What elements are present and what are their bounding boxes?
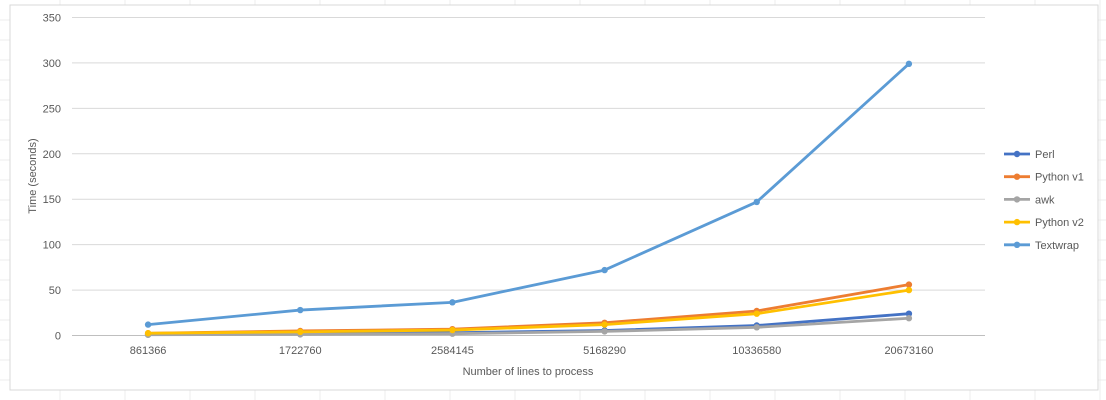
- series-line-awk: [148, 316, 910, 337]
- legend-item-textwrap: Textwrap: [1004, 240, 1079, 252]
- legend-swatch-marker: [1013, 150, 1021, 158]
- data-point-textwrap: [601, 266, 608, 274]
- y-tick-label: 300: [43, 58, 61, 70]
- legend-label: awk: [1035, 194, 1055, 206]
- series-textwrap: [144, 60, 913, 328]
- data-point-textwrap: [449, 299, 456, 306]
- legend-label: Textwrap: [1035, 240, 1079, 252]
- data-point-textwrap: [753, 198, 760, 206]
- y-tick-label: 0: [55, 331, 61, 343]
- legend-item-perl: Perl: [1004, 149, 1055, 161]
- legend-swatch-marker: [1013, 218, 1021, 226]
- data-point-python-v2: [905, 286, 913, 294]
- y-tick-label: 200: [43, 149, 61, 161]
- legend-item-python-v1: Python v1: [1004, 172, 1084, 184]
- legend-item-awk: awk: [1004, 194, 1055, 206]
- data-point-awk: [601, 328, 608, 335]
- legend-swatch-marker: [1013, 196, 1021, 203]
- x-tick-label: 20673160: [884, 345, 933, 357]
- x-tick-label: 5168290: [583, 345, 626, 357]
- data-point-python-v2: [297, 328, 304, 336]
- legend-swatch-marker: [1013, 241, 1021, 248]
- data-point-textwrap: [905, 60, 913, 68]
- data-point-python-v2: [144, 330, 152, 337]
- legend-label: Python v2: [1035, 217, 1084, 229]
- y-axis-tick-labels: 0 50 100 150 200 250 300 350: [43, 13, 61, 343]
- y-axis-label: Time (seconds): [27, 138, 39, 213]
- series-python-v2: [144, 286, 913, 337]
- data-point-textwrap: [144, 321, 152, 328]
- x-tick-label: 10336580: [732, 345, 781, 357]
- y-tick-label: 150: [43, 194, 61, 206]
- x-tick-label: 861366: [130, 345, 167, 357]
- data-point-awk: [905, 315, 913, 322]
- x-tick-label: 1722760: [279, 345, 322, 357]
- data-point-python-v2: [753, 310, 760, 317]
- chart-gridlines: [72, 17, 985, 336]
- data-point-python-v2: [601, 321, 608, 328]
- y-tick-label: 350: [43, 13, 61, 25]
- data-point-python-v1: [905, 281, 913, 288]
- y-tick-label: 100: [43, 240, 61, 252]
- series-awk: [144, 315, 913, 338]
- data-point-perl: [905, 310, 913, 317]
- x-axis-tick-labels: 861366 1722760 2584145 5168290 10336580 20673…: [130, 345, 934, 357]
- legend-swatch-marker: [1013, 173, 1021, 180]
- data-point-awk: [753, 324, 760, 331]
- x-tick-label: 2584145: [431, 345, 474, 357]
- legend: Perl Python v1 awk Python v2 Textwrap: [1004, 149, 1084, 252]
- legend-label: Python v1: [1035, 172, 1084, 184]
- data-point-textwrap: [297, 306, 304, 314]
- legend-item-python-v2: Python v2: [1004, 217, 1084, 229]
- data-point-python-v2: [449, 326, 456, 334]
- y-tick-label: 250: [43, 103, 61, 115]
- series-line-textwrap: [147, 62, 910, 326]
- x-axis-label: Number of lines to process: [463, 366, 594, 378]
- series-lines: [144, 60, 913, 338]
- series-line-python-v2: [148, 288, 910, 335]
- legend-label: Perl: [1035, 149, 1055, 161]
- y-tick-label: 50: [49, 285, 61, 297]
